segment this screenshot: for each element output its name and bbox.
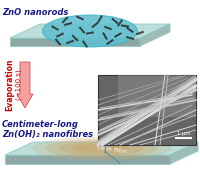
Polygon shape	[104, 26, 112, 30]
Polygon shape	[121, 24, 129, 28]
Ellipse shape	[42, 15, 138, 47]
Polygon shape	[114, 32, 122, 38]
Bar	[98, 75, 196, 145]
Text: Thin film: Thin film	[96, 145, 127, 154]
Polygon shape	[97, 15, 103, 23]
Polygon shape	[102, 32, 108, 40]
Text: Evaporation: Evaporation	[5, 59, 15, 111]
Polygon shape	[10, 24, 170, 38]
Polygon shape	[106, 39, 114, 45]
Polygon shape	[5, 155, 170, 164]
Polygon shape	[55, 38, 61, 46]
Polygon shape	[126, 36, 134, 40]
Polygon shape	[76, 15, 84, 21]
Polygon shape	[71, 34, 79, 42]
Polygon shape	[91, 22, 99, 28]
Polygon shape	[61, 16, 69, 24]
Ellipse shape	[31, 137, 172, 160]
Polygon shape	[66, 40, 74, 44]
Polygon shape	[86, 31, 94, 35]
Polygon shape	[51, 25, 59, 31]
Text: ZnO nanorods: ZnO nanorods	[2, 8, 68, 17]
Ellipse shape	[59, 142, 144, 156]
Polygon shape	[170, 142, 198, 164]
Bar	[118, 75, 196, 117]
Ellipse shape	[45, 139, 158, 158]
Polygon shape	[5, 142, 198, 155]
Polygon shape	[140, 24, 170, 46]
Text: 1 μm: 1 μm	[177, 131, 190, 136]
Text: Centimeter-long: Centimeter-long	[2, 120, 79, 129]
Ellipse shape	[73, 144, 130, 153]
Polygon shape	[126, 27, 134, 33]
Text: Zn(OH)₂ nanofibres: Zn(OH)₂ nanofibres	[2, 130, 93, 139]
Polygon shape	[82, 40, 88, 48]
Polygon shape	[136, 31, 144, 35]
FancyArrow shape	[17, 62, 33, 108]
Polygon shape	[79, 26, 85, 34]
Polygon shape	[111, 18, 119, 24]
Polygon shape	[64, 22, 72, 26]
Text: (~100 s): (~100 s)	[16, 70, 22, 100]
Polygon shape	[10, 38, 140, 46]
Polygon shape	[117, 19, 123, 27]
Polygon shape	[56, 32, 64, 38]
